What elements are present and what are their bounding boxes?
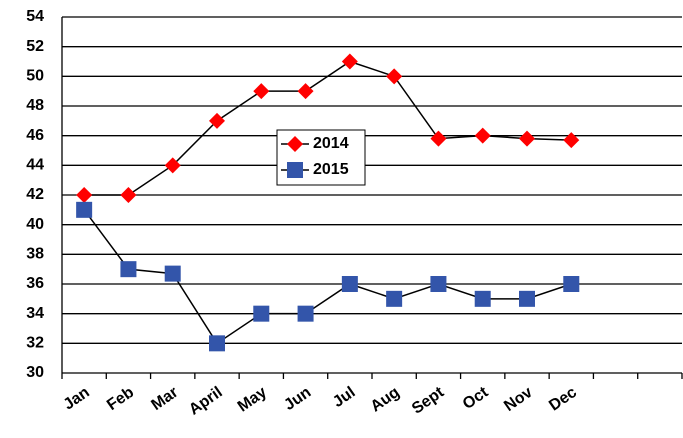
x-tick-label: Jun xyxy=(281,384,314,414)
y-tick-label: 42 xyxy=(26,186,44,203)
data-point xyxy=(563,276,580,292)
data-point xyxy=(253,305,270,322)
y-tick-label: 48 xyxy=(26,97,44,114)
data-point xyxy=(563,132,580,149)
x-tick-label: Sept xyxy=(409,383,448,417)
x-tick-label: May xyxy=(235,384,270,416)
x-tick-label: Nov xyxy=(501,384,536,415)
x-tick-label: Dec xyxy=(546,384,580,415)
x-tick-label: Mar xyxy=(148,384,181,414)
y-tick-label: 36 xyxy=(26,275,44,292)
data-point xyxy=(519,290,535,307)
x-tick-label: Aug xyxy=(368,384,403,416)
legend-label: 2015 xyxy=(313,161,349,178)
x-tick-label: Jan xyxy=(61,384,93,414)
y-tick-label: 40 xyxy=(26,216,44,233)
x-tick-label: Jul xyxy=(330,384,359,411)
data-point xyxy=(164,265,181,282)
legend-marker xyxy=(287,162,303,178)
data-point xyxy=(164,157,181,174)
x-tick-label: Oct xyxy=(460,383,492,413)
y-tick-label: 38 xyxy=(26,246,44,263)
series-line xyxy=(83,209,572,345)
data-point xyxy=(386,68,403,85)
x-tick-label: April xyxy=(186,384,226,419)
y-tick-label: 32 xyxy=(26,335,44,352)
y-tick-label: 52 xyxy=(26,38,44,55)
data-point xyxy=(120,261,137,278)
data-point xyxy=(519,130,535,147)
data-point xyxy=(120,187,137,203)
y-tick-label: 44 xyxy=(26,157,44,174)
data-point xyxy=(209,335,225,352)
y-tick-label: 34 xyxy=(26,305,44,322)
data-point xyxy=(474,290,491,307)
data-point xyxy=(341,53,358,70)
y-tick-label: 50 xyxy=(26,68,44,85)
y-tick-label: 46 xyxy=(26,127,44,144)
data-point xyxy=(297,305,314,322)
data-point xyxy=(386,290,403,307)
y-tick-label: 30 xyxy=(26,364,44,381)
data-point xyxy=(76,201,93,218)
y-tick-label: 54 xyxy=(26,8,44,25)
data-point xyxy=(430,276,447,292)
legend-marker xyxy=(287,136,303,152)
data-point xyxy=(209,112,225,129)
data-point xyxy=(76,187,93,203)
data-point xyxy=(430,130,447,147)
legend-label: 2014 xyxy=(313,135,349,152)
legend-box xyxy=(276,129,366,186)
x-tick-label: Feb xyxy=(104,384,137,414)
data-point xyxy=(341,276,358,292)
data-point xyxy=(253,83,270,100)
data-point xyxy=(297,83,314,100)
data-point xyxy=(474,127,491,144)
